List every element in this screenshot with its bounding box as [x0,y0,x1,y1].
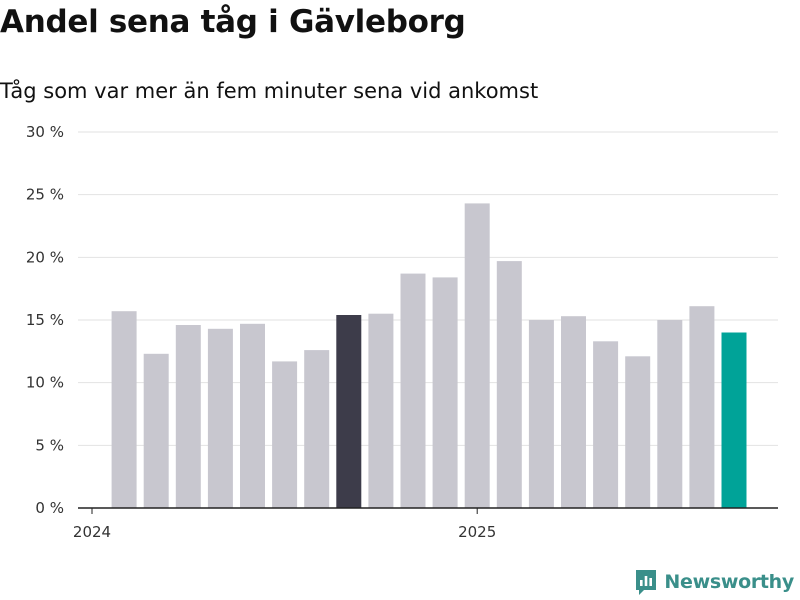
bar-2024-08 [304,350,330,508]
bar-2025-06 [625,356,651,508]
y-tick-label: 25 % [26,186,64,204]
bar-2024-10 [368,313,394,508]
bars [111,203,747,508]
logo-text: Newsworthy [664,571,794,593]
bar-2024-04 [175,325,201,508]
bar-2025-09 [721,332,747,508]
bar-2025-05 [593,341,619,508]
bar-2024-06 [240,323,265,508]
bar-2025-01 [464,203,490,508]
x-tick-label: 2025 [458,523,496,541]
y-tick-label: 5 % [35,436,64,454]
bar-2024-03 [143,353,169,508]
x-tick-label: 2024 [73,523,111,541]
bar-chart: 0 % 5 % 10 % 15 % 20 % 25 % 30 % 2024 2025 [26,123,778,541]
y-tick-label: 15 % [26,311,64,329]
chart-title: Andel sena tåg i Gävleborg [0,4,466,40]
y-axis-ticks: 0 % 5 % 10 % 15 % 20 % 25 % 30 % [26,123,64,517]
y-tick-label: 0 % [35,499,64,517]
bar-2025-07 [657,320,683,508]
y-tick-label: 10 % [26,374,64,392]
chart-subtitle: Tåg som var mer än fem minuter sena vid … [0,79,539,103]
bar-2025-03 [528,320,554,508]
bar-2025-08 [689,306,715,508]
bar-2024-02 [111,311,137,508]
bar-2024-09 [336,315,362,508]
newsworthy-logo-icon [636,570,657,595]
newsworthy-logo: Newsworthy [634,568,794,596]
bar-2024-12 [432,277,458,508]
x-axis-ticks: 2024 2025 [73,508,496,541]
bar-2024-05 [207,328,233,508]
bar-2024-11 [400,273,426,508]
bar-2025-02 [496,261,522,508]
y-tick-label: 30 % [26,123,64,141]
bar-2025-04 [561,316,586,508]
bar-2024-07 [272,361,298,508]
y-tick-label: 20 % [26,248,64,266]
